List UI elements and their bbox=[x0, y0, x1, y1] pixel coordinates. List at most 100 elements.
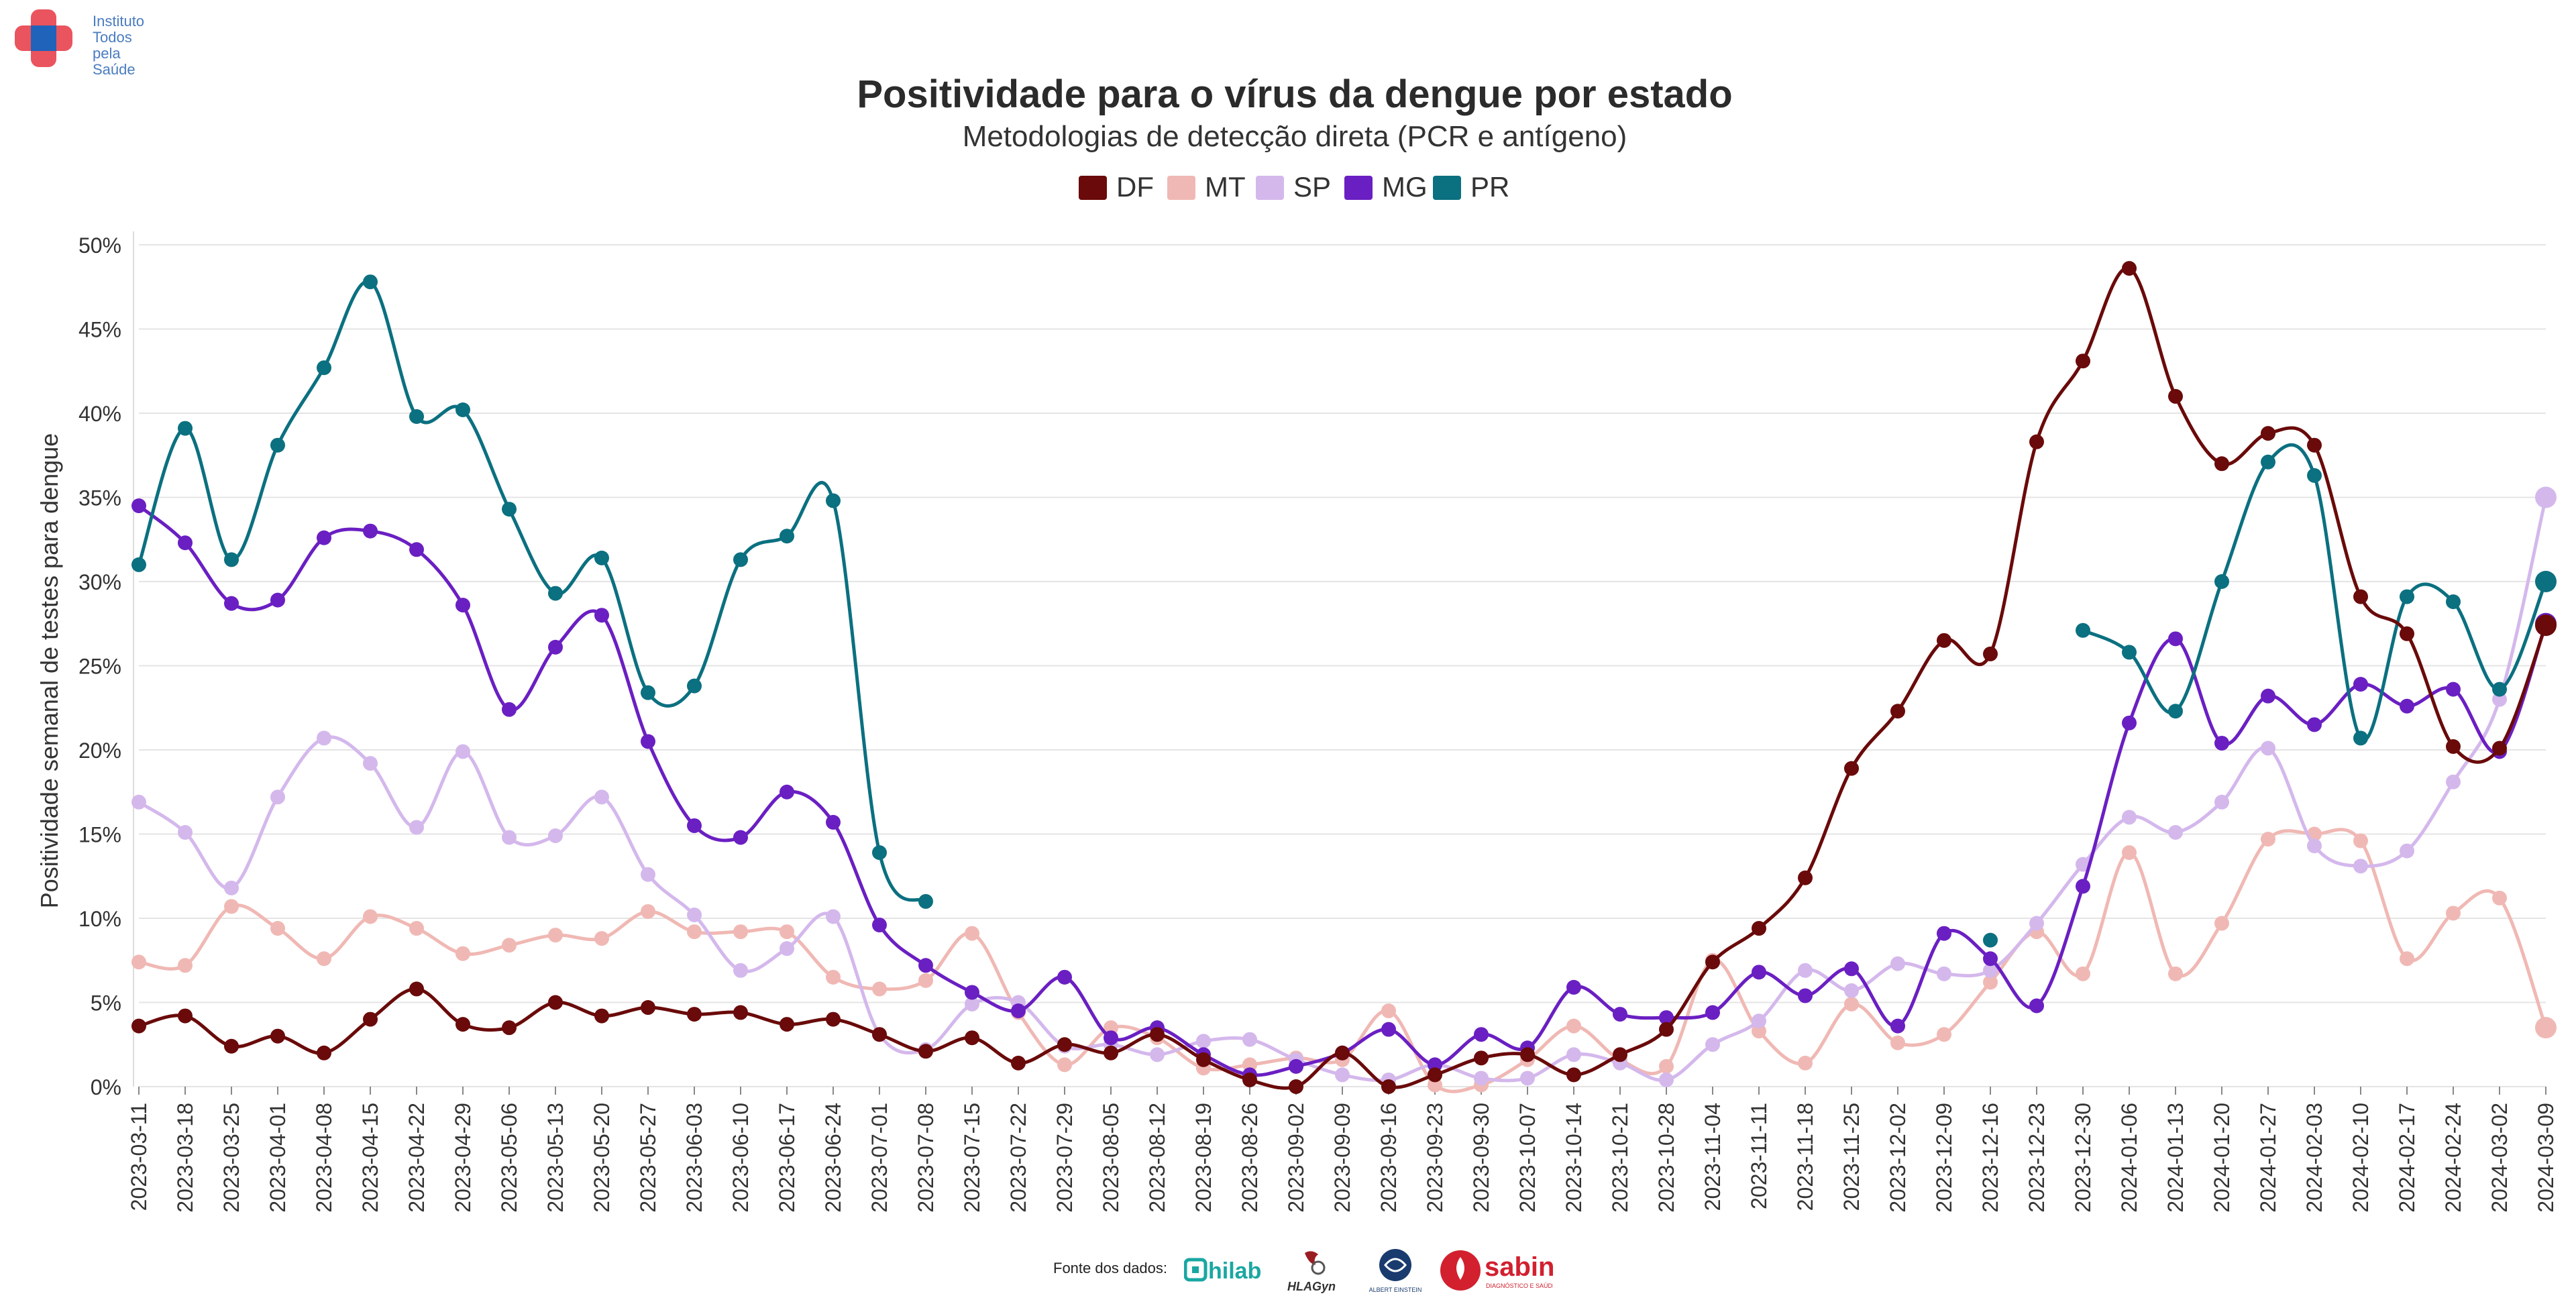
legend-item-sp: SP bbox=[1256, 171, 1331, 203]
data-point-mg bbox=[1566, 979, 1581, 995]
x-tick-label: 2024-01-13 bbox=[2163, 1103, 2188, 1213]
x-tick-label: 2023-12-09 bbox=[1932, 1103, 1956, 1213]
chart-grid bbox=[139, 244, 2546, 1087]
data-point-mt bbox=[409, 921, 424, 936]
legend-item-mg: MG bbox=[1344, 171, 1428, 203]
legend-label: SP bbox=[1293, 171, 1331, 203]
data-point-mg bbox=[780, 784, 794, 800]
y-tick-label: 15% bbox=[78, 823, 121, 847]
data-point-mt bbox=[2076, 966, 2090, 981]
data-point-pr bbox=[918, 893, 933, 909]
data-point-mt bbox=[178, 958, 193, 973]
data-point-df bbox=[1104, 1045, 1118, 1060]
data-point-mg bbox=[1474, 1027, 1489, 1042]
data-point-pr bbox=[780, 529, 794, 544]
chart-legend: DF MT SP MG PR bbox=[1079, 171, 1509, 203]
data-point-sp bbox=[1474, 1071, 1489, 1086]
data-point-sp bbox=[224, 880, 239, 895]
series-line-pr bbox=[2082, 443, 2548, 742]
x-tick-label: 2023-11-25 bbox=[1839, 1103, 1864, 1211]
data-point-mg bbox=[1890, 1018, 1905, 1034]
data-point-df bbox=[1659, 1022, 1674, 1037]
hlagyn-icon: HLAGyn bbox=[1287, 1251, 1336, 1293]
sabin-icon: sabin DIAGNÓSTICO E SAÚDE bbox=[1440, 1250, 1556, 1291]
x-tick-label: 2023-03-25 bbox=[219, 1103, 244, 1213]
data-point-mt bbox=[918, 973, 933, 988]
data-point-sp bbox=[687, 907, 702, 922]
data-point-sp bbox=[2214, 794, 2229, 810]
data-point-df bbox=[502, 1020, 517, 1036]
data-point-sp bbox=[780, 941, 794, 956]
y-tick-label: 30% bbox=[78, 570, 121, 594]
data-point-pr bbox=[224, 552, 239, 567]
x-tick-label: 2023-10-14 bbox=[1562, 1103, 1586, 1213]
data-point-df bbox=[2446, 739, 2461, 754]
data-point-pr bbox=[548, 586, 563, 601]
data-point-sp bbox=[594, 789, 609, 805]
x-tick-label: 2023-04-29 bbox=[451, 1103, 475, 1213]
x-tick-label: 2023-12-23 bbox=[2025, 1103, 2049, 1213]
legend-swatch bbox=[1433, 176, 1461, 200]
series-pr bbox=[131, 274, 2557, 948]
data-point-mg bbox=[733, 830, 748, 845]
data-point-sp bbox=[1196, 1034, 1211, 1049]
x-tick-label: 2023-07-01 bbox=[867, 1103, 892, 1213]
data-point-mg bbox=[409, 542, 424, 557]
data-point-mt bbox=[1381, 1003, 1396, 1019]
data-point-sp bbox=[2029, 916, 2044, 931]
hlagyn-logo: HLAGyn bbox=[1285, 1248, 1352, 1295]
data-point-mg bbox=[2122, 715, 2137, 730]
data-point-mt bbox=[1659, 1058, 1674, 1074]
y-tick-label: 50% bbox=[78, 233, 121, 258]
x-tick-label: 2023-12-02 bbox=[1886, 1103, 1910, 1213]
data-point-pr bbox=[2535, 571, 2557, 592]
x-tick-label: 2023-03-11 bbox=[127, 1103, 151, 1211]
data-point-sp bbox=[2261, 741, 2275, 756]
data-point-pr bbox=[2492, 681, 2507, 697]
data-point-mt bbox=[1798, 1055, 1813, 1071]
y-tick-label: 45% bbox=[78, 318, 121, 342]
x-tick-label: 2024-01-06 bbox=[2117, 1103, 2141, 1213]
data-point-mg bbox=[270, 592, 285, 608]
data-point-mt bbox=[2168, 966, 2183, 981]
x-tick-label: 2023-10-21 bbox=[1608, 1103, 1632, 1213]
x-tick-label: 2023-06-24 bbox=[821, 1103, 845, 1213]
data-point-df bbox=[594, 1008, 609, 1024]
x-tick-label: 2023-05-20 bbox=[590, 1103, 614, 1213]
data-point-mg bbox=[224, 596, 239, 611]
hlagyn-text: HLAGyn bbox=[1287, 1280, 1336, 1293]
legend-swatch bbox=[1256, 176, 1284, 200]
data-point-mg bbox=[2446, 681, 2461, 697]
data-point-df bbox=[2122, 261, 2137, 276]
y-tick-label: 40% bbox=[78, 402, 121, 426]
data-point-df bbox=[1381, 1079, 1396, 1094]
legend-item-pr: PR bbox=[1433, 171, 1509, 203]
data-point-mg bbox=[872, 918, 887, 933]
data-point-df bbox=[455, 1017, 470, 1032]
data-point-mg bbox=[826, 814, 841, 830]
x-tick-label: 2023-12-16 bbox=[1978, 1103, 2002, 1213]
data-point-sp bbox=[1520, 1071, 1535, 1086]
data-point-mg bbox=[2029, 998, 2044, 1014]
data-point-df bbox=[2492, 741, 2507, 756]
data-point-mg bbox=[455, 598, 470, 613]
x-tick-label: 2024-03-09 bbox=[2534, 1103, 2558, 1213]
y-axis: 0% 5% 10% 15% 20% 25% 30% 35% 40% 45% 50% bbox=[78, 231, 134, 1099]
x-tick-label: 2023-07-08 bbox=[914, 1103, 938, 1213]
einstein-logo: ALBERT EINSTEIN bbox=[1358, 1248, 1432, 1295]
data-point-sp bbox=[502, 830, 517, 845]
data-point-sp bbox=[2168, 824, 2183, 840]
data-sources: Fonte dos dados: hilab HLAGyn ALBERT EIN… bbox=[1053, 1248, 1563, 1295]
data-point-pr bbox=[2168, 704, 2183, 719]
data-point-df bbox=[178, 1008, 193, 1024]
data-point-df bbox=[317, 1045, 331, 1060]
x-tick-label: 2023-07-15 bbox=[960, 1103, 984, 1213]
data-point-sp bbox=[2400, 843, 2414, 859]
x-tick-label: 2023-05-27 bbox=[636, 1103, 660, 1213]
x-tick-label: 2024-02-10 bbox=[2349, 1103, 2373, 1213]
series-line-sp bbox=[138, 496, 2548, 1083]
einstein-text: ALBERT EINSTEIN bbox=[1369, 1287, 1422, 1293]
data-point-mt bbox=[2261, 832, 2275, 847]
data-point-sp bbox=[2353, 859, 2368, 874]
